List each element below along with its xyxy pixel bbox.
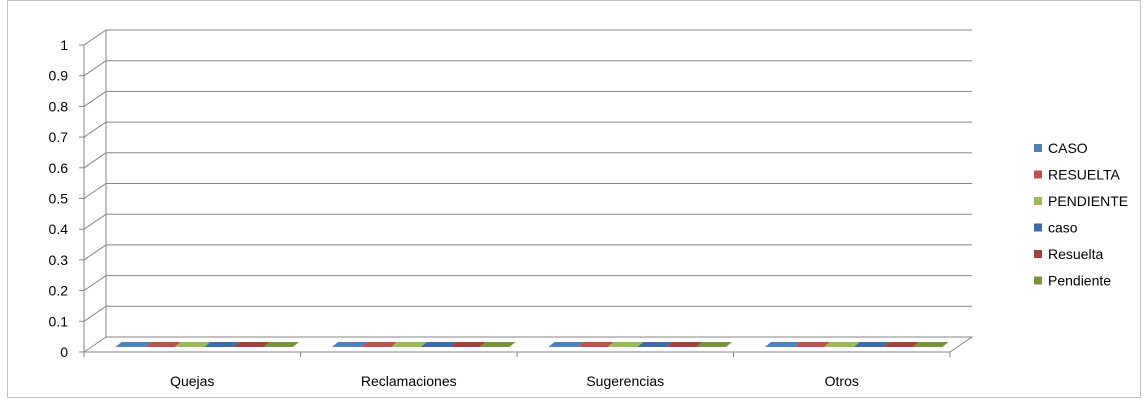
gridline (83, 29, 972, 46)
legend-swatch (1034, 197, 1042, 205)
y-tick-label: 0.2 (49, 283, 69, 299)
bar-resuelta-sugerencias (666, 342, 703, 347)
bar-caso-sugerencias (548, 342, 585, 347)
bar-resuelta-otros (883, 342, 919, 347)
gridline (83, 60, 972, 77)
y-tick-label: 0.5 (49, 191, 69, 207)
bar-pendiente-otros (824, 342, 860, 347)
bar-resuelta-quejas (145, 342, 181, 347)
y-tick-label: 0.4 (49, 221, 69, 237)
bar-caso-quejas (115, 342, 152, 347)
bar-resuelta-quejas (233, 342, 270, 347)
legend-label: Pendiente (1048, 273, 1111, 289)
bar-resuelta-otros (794, 342, 831, 347)
gridline (83, 213, 972, 230)
gridline (83, 305, 972, 322)
bar-pendiente-sugerencias (696, 342, 733, 347)
y-tick-label: 0.8 (49, 98, 69, 114)
bar-pendiente-quejas (263, 342, 300, 347)
bar-pendiente-reclamaciones (391, 342, 427, 347)
legend-label: CASO (1048, 140, 1088, 156)
bar-resuelta-reclamaciones (450, 342, 486, 347)
legend-swatch (1034, 144, 1042, 152)
y-tick-label: 0.3 (49, 252, 69, 268)
legend-label: caso (1048, 220, 1078, 236)
chart-frame (7, 0, 1141, 398)
gridline (83, 152, 972, 169)
legend-label: RESUELTA (1048, 167, 1120, 183)
gridline (83, 275, 972, 292)
bar-caso-otros (764, 342, 801, 347)
y-tick-label: 0.9 (49, 68, 69, 84)
y-tick-label: 0.6 (49, 160, 69, 176)
x-tick-label: Reclamaciones (361, 373, 457, 389)
legend-label: Resuelta (1048, 246, 1103, 262)
legend-swatch (1034, 276, 1042, 285)
bar-pendiente-otros (912, 342, 949, 347)
y-tick-label: 0 (60, 344, 68, 360)
x-tick-label: Quejas (170, 373, 214, 389)
bar-caso-reclamaciones (331, 342, 368, 347)
gridline (83, 90, 972, 107)
legend-label: PENDIENTE (1048, 193, 1128, 209)
bar-resuelta-sugerencias (578, 342, 614, 347)
legend-swatch (1034, 170, 1042, 179)
bar-caso-sugerencias (637, 342, 673, 347)
bar-caso-quejas (204, 342, 240, 347)
x-tick-label: Otros (825, 373, 859, 389)
y-tick-label: 0.7 (49, 129, 69, 145)
legend-swatch (1034, 250, 1042, 258)
bar-caso-otros (853, 342, 890, 347)
bar-pendiente-quejas (174, 342, 211, 347)
gridline (83, 244, 972, 261)
legend-swatch (1034, 223, 1042, 232)
bar-caso-reclamaciones (420, 342, 457, 347)
y-tick-label: 0.1 (49, 313, 69, 329)
gridline (83, 121, 972, 138)
bar-resuelta-reclamaciones (361, 342, 398, 347)
gridline (83, 183, 972, 199)
y-tick-label: 1 (60, 37, 68, 53)
bar-pendiente-sugerencias (607, 342, 644, 347)
x-tick-label: Sugerencias (586, 373, 664, 389)
bar-pendiente-reclamaciones (479, 342, 516, 347)
